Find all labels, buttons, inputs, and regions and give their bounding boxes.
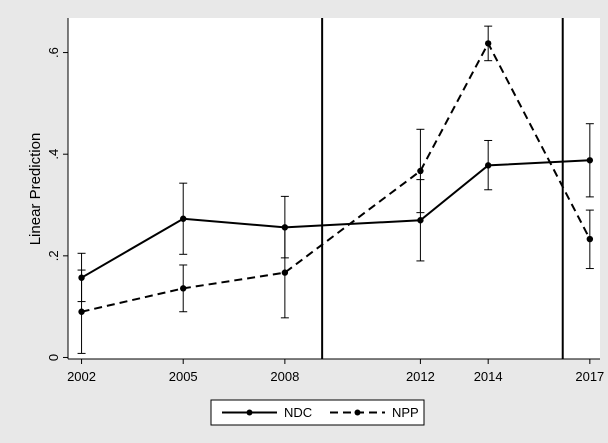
axes: 0 .2 .4 .6 2002 2005 2008 2012 2014 2017 [46,18,604,384]
y-tick-label: 0 [46,354,61,361]
x-tick-label: 2008 [270,369,299,384]
ndc-point [484,162,492,169]
npp-point [281,269,289,276]
ndc-point [180,215,187,222]
series-layer [77,25,594,354]
x-tick-label: 2012 [406,369,435,384]
x-tick-label: 2014 [474,369,503,384]
plot-area [68,18,600,359]
legend: NDC NPP [210,399,425,426]
y-tick-label: .4 [46,149,61,160]
npp-point [586,235,594,243]
npp-point [484,40,492,47]
x-tick-label: 2005 [169,369,198,384]
npp-point [78,308,85,315]
y-tick-label: .6 [46,47,61,58]
y-tick-label: .2 [46,250,61,261]
y-axis-title: Linear Prediction [27,133,44,246]
npp-line [81,41,591,313]
x-tick-label: 2017 [575,369,604,384]
npp-point [180,285,187,292]
legend-ndc-label: NDC [284,405,312,420]
ndc-point [586,157,594,164]
ndc-line [81,159,590,279]
vertical-reference-lines [321,18,564,359]
x-tick-label: 2002 [67,369,96,384]
legend-npp-marker [354,409,361,416]
npp-point [417,167,424,175]
legend-npp-label: NPP [392,405,419,420]
series-npp [77,25,594,354]
legend-ndc-marker [246,409,253,416]
ndc-point [417,217,424,224]
